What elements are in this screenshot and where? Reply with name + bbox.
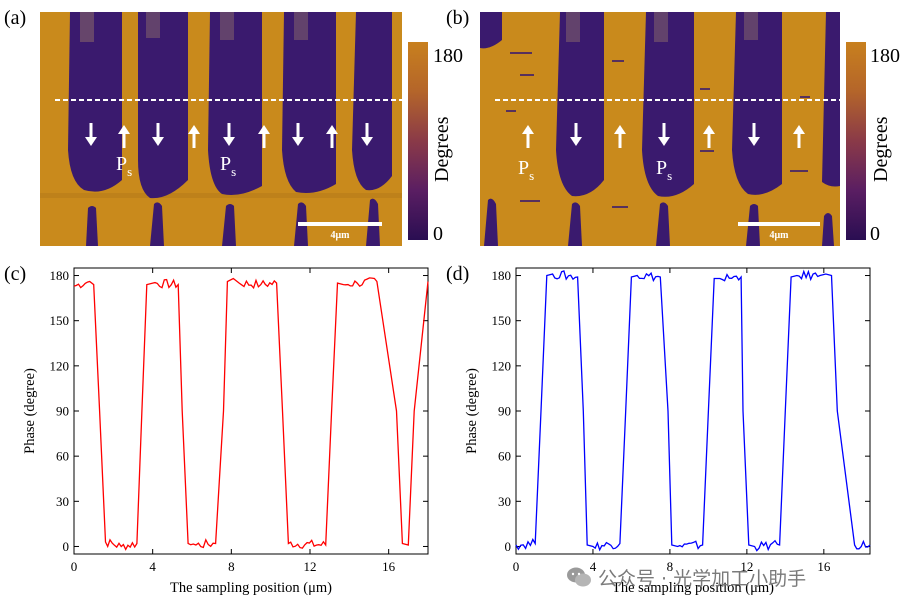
polarization-arrows-a: [85, 123, 373, 148]
y-tick-label: 120: [492, 358, 512, 373]
panel-label-d: (d): [446, 263, 469, 285]
scale-bar-label-b: 4μm: [770, 230, 790, 241]
y-tick-label: 60: [56, 449, 69, 464]
x-axis-label: The sampling position (μm): [612, 580, 774, 596]
spike-b-3: [656, 202, 670, 246]
y-tick-label: 180: [50, 268, 70, 283]
domain-b-2: [642, 12, 694, 197]
arrow-down-icon: [152, 123, 164, 146]
wechat-icon: [567, 567, 591, 587]
domain-a-1: [68, 12, 122, 192]
domain-b-3: [732, 12, 782, 195]
panel-label-b: (b): [446, 7, 469, 29]
plot-frame: [515, 267, 871, 555]
colorbar-a-title: Degrees: [431, 116, 453, 182]
colorbar-b: 180 0 Degrees: [846, 42, 900, 245]
spike-b-1: [484, 198, 498, 246]
ps-label-b-2: Ps: [656, 157, 672, 183]
colorbar-b-max: 180: [870, 45, 900, 67]
y-tick-label: 120: [50, 358, 70, 373]
colorbar-a: 180 0 Degrees: [408, 42, 463, 245]
polarization-arrows-b: [522, 123, 805, 148]
series-line-phase-d: [515, 269, 871, 552]
arrow-down-icon: [223, 123, 235, 146]
panel-label-c: (c): [4, 263, 26, 285]
y-axis-label: Phase (degree): [464, 368, 480, 454]
arrow-down-icon: [748, 123, 760, 146]
x-tick-label: 16: [382, 559, 396, 574]
arrow-up-icon: [522, 125, 534, 148]
y-tick-label: 90: [56, 404, 69, 419]
spike-b-5: [822, 213, 834, 246]
arrow-up-icon: [703, 125, 715, 148]
y-tick-label: 90: [498, 404, 511, 419]
arrow-up-icon: [326, 125, 338, 148]
ps-label-a-2: Ps: [220, 153, 236, 179]
y-tick-label: 30: [56, 494, 69, 509]
domain-b-1: [556, 12, 604, 197]
scale-bar-b: [738, 222, 820, 226]
arrow-down-icon: [570, 123, 582, 146]
y-tick-label: 30: [498, 494, 511, 509]
series-line-phase-c: [73, 277, 429, 551]
arrow-up-icon: [793, 125, 805, 148]
x-tick-label: 0: [71, 559, 78, 574]
spike-a-3: [222, 204, 236, 246]
spike-b-2: [568, 202, 582, 246]
x-axis-label: The sampling position (μm): [170, 580, 332, 596]
domain-a-2: [138, 12, 188, 199]
domain-a-5: [352, 12, 392, 191]
pfm-map-a: Ps Ps 4μm: [40, 12, 402, 246]
colorbar-a-max: 180: [433, 45, 463, 67]
y-axis-label: Phase (degree): [22, 368, 38, 454]
y-tick-label: 180: [492, 268, 512, 283]
arrow-down-icon: [658, 123, 670, 146]
plot-frame: [73, 267, 429, 555]
x-tick-label: 8: [228, 559, 235, 574]
pfm-map-b: Ps Ps 4μm: [480, 12, 840, 246]
ps-label-b-1: Ps: [518, 157, 534, 183]
arrow-up-icon: [118, 125, 130, 148]
watermark-text: 公众号 · 光学加工小助手: [598, 567, 807, 590]
watermark: 公众号 · 光学加工小助手: [566, 562, 896, 592]
arrow-up-icon: [614, 125, 626, 148]
x-tick-label: 16: [817, 559, 831, 574]
chart-c: 0 30 60 90 120 150 180 0 4 8 12 16 The sampling posi…: [22, 267, 429, 596]
colorbar-a-min: 0: [433, 223, 443, 245]
panel-label-a: (a): [4, 7, 26, 29]
ps-label-a-1: Ps: [116, 153, 132, 179]
domain-a-3: [208, 12, 262, 195]
spike-a-2: [150, 202, 164, 246]
y-tick-label: 0: [63, 539, 70, 554]
colorbar-b-min: 0: [870, 223, 880, 245]
scale-bar-label-a: 4μm: [331, 230, 351, 241]
x-tick-label: 8: [667, 559, 674, 574]
arrow-up-icon: [188, 125, 200, 148]
x-tick-label: 12: [740, 559, 753, 574]
x-tick-label: 12: [304, 559, 317, 574]
x-tick-label: 4: [590, 559, 597, 574]
arrow-down-icon: [361, 123, 373, 146]
chart-d: 0 30 60 90 120 150 180 0 4 8 12 16 The sampling posi…: [464, 267, 871, 596]
x-tick-label: 4: [149, 559, 156, 574]
arrow-down-icon: [292, 123, 304, 146]
spike-a-1: [86, 206, 98, 246]
domain-b-0: [480, 12, 502, 49]
y-tick-label: 60: [498, 449, 511, 464]
scale-bar-a: [298, 222, 382, 226]
y-tick-label: 150: [50, 313, 70, 328]
y-tick-label: 0: [505, 539, 512, 554]
domain-a-4: [282, 12, 336, 193]
colorbar-b-title: Degrees: [870, 116, 892, 182]
y-tick-label: 150: [492, 313, 512, 328]
arrow-up-icon: [258, 125, 270, 148]
x-tick-label: 0: [513, 559, 520, 574]
arrow-down-icon: [85, 123, 97, 146]
